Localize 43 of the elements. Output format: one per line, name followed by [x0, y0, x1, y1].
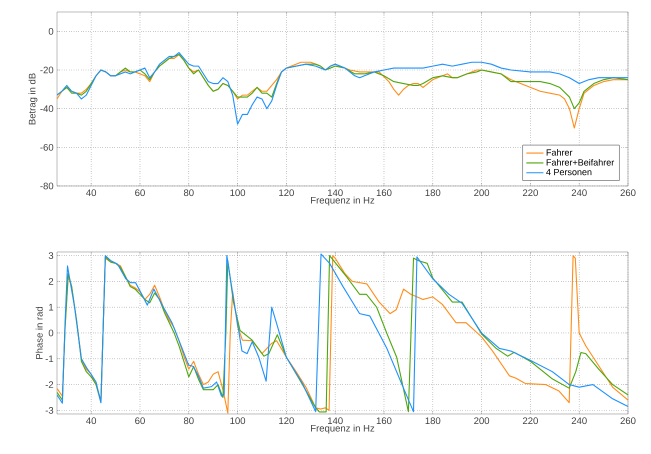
x-tick-label: 180 — [426, 417, 440, 424]
legend-label: Fahrer+Beifahrer — [546, 159, 614, 166]
y-tick-label: 0 — [48, 330, 54, 336]
y-axis-title: Betrag in dB — [28, 73, 38, 124]
y-tick-label: -40 — [40, 105, 54, 112]
y-tick-label: 2 — [48, 278, 54, 285]
x-tick-label: 140 — [328, 417, 343, 424]
y-tick-label: -60 — [40, 144, 54, 151]
x-tick-label: 100 — [230, 189, 246, 196]
x-tick-label: 200 — [474, 189, 490, 196]
legend-label: Fahrer — [546, 149, 572, 156]
legend-label: 4 Personen — [546, 168, 592, 176]
x-tick-label: 180 — [426, 189, 440, 196]
y-tick-label: -3 — [46, 407, 54, 414]
x-tick-label: 260 — [620, 189, 636, 196]
y-axis-title: Phase in rad — [36, 306, 43, 359]
y-tick-label: -80 — [40, 182, 54, 190]
x-axis-title: Frequenz in Hz — [311, 196, 374, 206]
x-tick-label: 160 — [376, 417, 392, 424]
y-tick-label: -2 — [46, 381, 54, 388]
x-tick-label: 60 — [135, 189, 145, 196]
x-tick-label: 60 — [135, 417, 145, 424]
x-tick-label: 160 — [376, 189, 392, 196]
x-tick-label: 200 — [474, 417, 490, 424]
x-axis-title: Frequenz in Hz — [311, 424, 374, 434]
x-tick-label: 40 — [86, 417, 96, 424]
x-tick-label: 240 — [572, 417, 587, 424]
y-tick-label: -1 — [46, 356, 54, 362]
y-tick-label: 3 — [48, 252, 54, 259]
x-tick-label: 240 — [572, 189, 587, 196]
x-tick-label: 100 — [230, 417, 246, 424]
x-tick-label: 120 — [279, 189, 294, 196]
x-tick-label: 140 — [328, 189, 343, 196]
y-tick-label: 1 — [49, 304, 54, 310]
x-tick-label: 120 — [279, 417, 294, 424]
x-tick-label: 40 — [86, 189, 96, 196]
x-tick-label: 220 — [522, 417, 538, 424]
y-tick-label: 0 — [48, 28, 54, 35]
x-tick-label: 80 — [184, 417, 194, 424]
x-tick-label: 80 — [184, 189, 194, 196]
x-tick-label: 220 — [522, 189, 538, 196]
x-tick-label: 260 — [620, 417, 636, 424]
y-tick-label: -20 — [40, 66, 54, 74]
